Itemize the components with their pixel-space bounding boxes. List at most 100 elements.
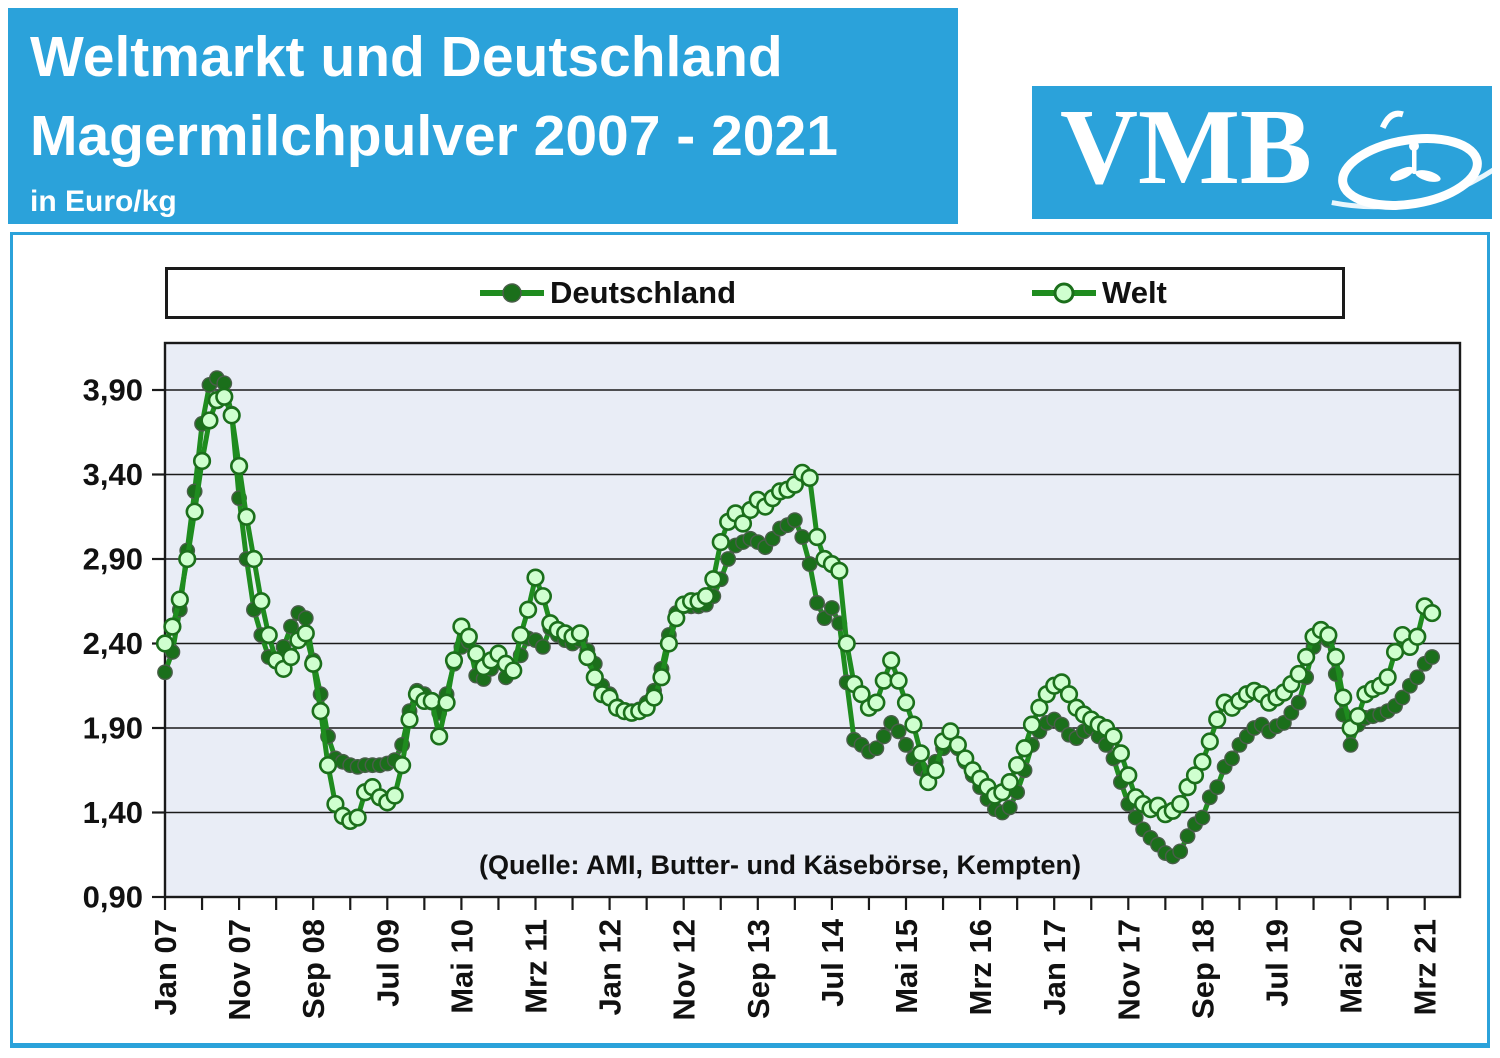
welt-point bbox=[192, 451, 212, 471]
welt-point bbox=[1348, 707, 1368, 726]
welt-point bbox=[904, 715, 923, 734]
welt-point bbox=[889, 671, 908, 690]
deutschland-point bbox=[824, 600, 840, 616]
y-axis-label: 3,90 bbox=[83, 373, 143, 408]
welt-point bbox=[185, 502, 204, 521]
welt-point bbox=[667, 609, 686, 628]
welt-point bbox=[696, 587, 716, 606]
x-axis-label: Mrz 11 bbox=[519, 919, 554, 1014]
deutschland-point bbox=[1194, 809, 1211, 826]
welt-point bbox=[867, 693, 886, 712]
y-axis-label: 2,40 bbox=[83, 626, 143, 661]
welt-point bbox=[1104, 727, 1123, 746]
deutschland-point bbox=[786, 512, 803, 529]
header-title-box: Weltmarkt und Deutschland Magermilchpulv… bbox=[8, 8, 958, 224]
deutschland-marker-icon bbox=[480, 283, 544, 303]
legend-item-welt: Welt bbox=[1030, 270, 1167, 316]
welt-point bbox=[244, 549, 264, 569]
welt-point bbox=[518, 600, 538, 619]
welt-point bbox=[1193, 752, 1212, 771]
welt-point bbox=[1022, 715, 1042, 734]
welt-point bbox=[422, 691, 441, 711]
deutschland-point bbox=[283, 618, 299, 635]
welt-point bbox=[385, 786, 404, 805]
deutschland-point bbox=[535, 638, 551, 655]
welt-point bbox=[1408, 627, 1427, 646]
x-axis-label: Jul 09 bbox=[370, 919, 405, 1007]
welt-point bbox=[659, 634, 678, 653]
legend-label-deutschland: Deutschland bbox=[550, 275, 737, 310]
welt-point bbox=[830, 561, 849, 580]
deutschland-point bbox=[1209, 779, 1226, 796]
welt-point bbox=[178, 549, 197, 569]
welt-point bbox=[1385, 642, 1405, 662]
welt-point bbox=[1185, 766, 1205, 785]
deutschland-point bbox=[809, 595, 825, 611]
welt-point bbox=[926, 761, 945, 780]
deutschland-point bbox=[1224, 750, 1240, 767]
x-axis-label: Mrz 21 bbox=[1408, 919, 1443, 1015]
deutschland-point bbox=[1394, 689, 1411, 706]
y-axis-label: 0,90 bbox=[83, 880, 143, 915]
deutschland-point bbox=[1179, 828, 1196, 845]
welt-point bbox=[704, 570, 723, 589]
welt-point bbox=[400, 710, 419, 729]
welt-point bbox=[304, 654, 323, 673]
page-title-line1: Weltmarkt und Deutschland bbox=[30, 25, 783, 89]
x-axis-label: Nov 12 bbox=[667, 919, 702, 1021]
welt-point bbox=[652, 668, 671, 687]
deutschland-point bbox=[1424, 649, 1441, 665]
welt-point bbox=[504, 661, 523, 680]
x-axis-label: Mai 15 bbox=[889, 919, 924, 1014]
plot-area-border bbox=[163, 341, 1462, 899]
welt-point bbox=[1119, 766, 1138, 785]
welt-point bbox=[1319, 625, 1338, 645]
deutschland-point bbox=[1127, 809, 1144, 826]
welt-point bbox=[237, 507, 256, 526]
welt-point bbox=[852, 685, 871, 704]
welt-point bbox=[837, 634, 856, 653]
x-axis-label: Jan 12 bbox=[593, 919, 628, 1016]
welt-point bbox=[1423, 603, 1442, 623]
welt-point bbox=[1030, 698, 1049, 717]
welt-point bbox=[948, 735, 967, 755]
x-axis-label: Jul 14 bbox=[815, 918, 850, 1007]
welt-point bbox=[733, 514, 753, 533]
deutschland-point bbox=[898, 737, 914, 753]
welt-point bbox=[1378, 668, 1397, 687]
welt-point bbox=[318, 756, 338, 775]
y-axis-label: 3,40 bbox=[83, 457, 143, 492]
welt-point bbox=[711, 532, 730, 552]
x-axis-label: Sep 08 bbox=[296, 919, 331, 1019]
welt-point bbox=[585, 668, 604, 687]
vmb-ellipse-logo-icon bbox=[1331, 110, 1497, 210]
welt-point bbox=[348, 808, 367, 827]
welt-point bbox=[644, 688, 664, 707]
legend-item-deutschland: Deutschland bbox=[478, 270, 736, 316]
welt-point bbox=[230, 456, 249, 476]
welt-point bbox=[896, 693, 916, 712]
deutschland-point bbox=[720, 551, 737, 567]
deutschland-point bbox=[875, 728, 892, 745]
welt-series bbox=[155, 387, 1442, 831]
welt-point bbox=[1289, 664, 1308, 684]
welt-point bbox=[1208, 710, 1227, 729]
welt-point bbox=[215, 387, 234, 406]
welt-point bbox=[1015, 739, 1034, 758]
welt-point bbox=[163, 617, 182, 636]
welt-point bbox=[526, 568, 545, 587]
welt-point bbox=[1171, 794, 1190, 814]
x-axis-label: Nov 07 bbox=[222, 919, 257, 1021]
welt-point bbox=[911, 744, 930, 763]
y-axis-label: 1,90 bbox=[83, 711, 143, 746]
welt-point bbox=[311, 701, 330, 721]
welt-point bbox=[1326, 647, 1345, 667]
welt-point bbox=[252, 592, 271, 611]
welt-point bbox=[444, 651, 464, 670]
welt-point bbox=[807, 527, 827, 547]
deutschland-point bbox=[794, 529, 811, 545]
welt-point bbox=[1000, 772, 1019, 792]
welt-point bbox=[578, 647, 597, 667]
deutschland-point bbox=[1342, 737, 1359, 753]
deutschland-point bbox=[801, 556, 818, 572]
